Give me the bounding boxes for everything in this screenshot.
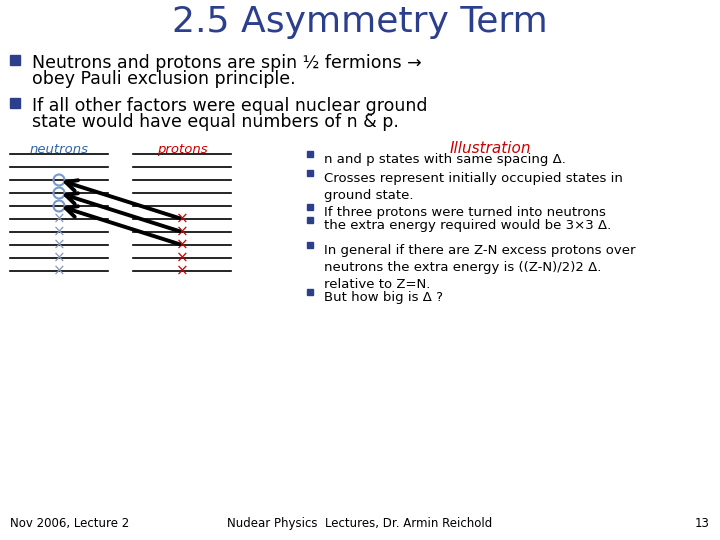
Text: ×: × — [53, 238, 66, 253]
Text: protons: protons — [157, 143, 207, 156]
Text: ×: × — [53, 264, 66, 279]
Text: ×: × — [176, 238, 189, 253]
Text: obey Pauli exclusion principle.: obey Pauli exclusion principle. — [32, 70, 296, 88]
Text: Crosses represent initially occupied states in
ground state.: Crosses represent initially occupied sta… — [324, 172, 623, 202]
Text: n and p states with same spacing Δ.: n and p states with same spacing Δ. — [324, 153, 566, 166]
Text: But how big is Δ ?: But how big is Δ ? — [324, 291, 443, 304]
Text: ×: × — [53, 212, 66, 226]
Text: state would have equal numbers of n & p.: state would have equal numbers of n & p. — [32, 113, 399, 131]
Text: Neutrons and protons are spin ½ fermions →: Neutrons and protons are spin ½ fermions… — [32, 54, 422, 72]
Text: neutrons: neutrons — [30, 143, 89, 156]
Text: ×: × — [176, 251, 189, 266]
Text: ×: × — [53, 225, 66, 240]
Text: Nudear Physics  Lectures, Dr. Armin Reichold: Nudear Physics Lectures, Dr. Armin Reich… — [228, 517, 492, 530]
Text: ×: × — [176, 264, 189, 279]
Text: ×: × — [176, 225, 189, 240]
Text: ×: × — [176, 212, 189, 226]
Text: Illustration: Illustration — [449, 141, 531, 156]
Text: 13: 13 — [695, 517, 710, 530]
Text: ×: × — [53, 251, 66, 266]
Text: If all other factors were equal nuclear ground: If all other factors were equal nuclear … — [32, 97, 428, 115]
Text: If three protons were turned into neutrons: If three protons were turned into neutro… — [324, 206, 606, 219]
Text: 2.5 Asymmetry Term: 2.5 Asymmetry Term — [172, 5, 548, 39]
Text: In general if there are Z-N excess protons over
neutrons the extra energy is ((Z: In general if there are Z-N excess proto… — [324, 244, 636, 291]
Text: the extra energy required would be 3×3 Δ.: the extra energy required would be 3×3 Δ… — [324, 219, 611, 232]
Text: Nov 2006, Lecture 2: Nov 2006, Lecture 2 — [10, 517, 130, 530]
